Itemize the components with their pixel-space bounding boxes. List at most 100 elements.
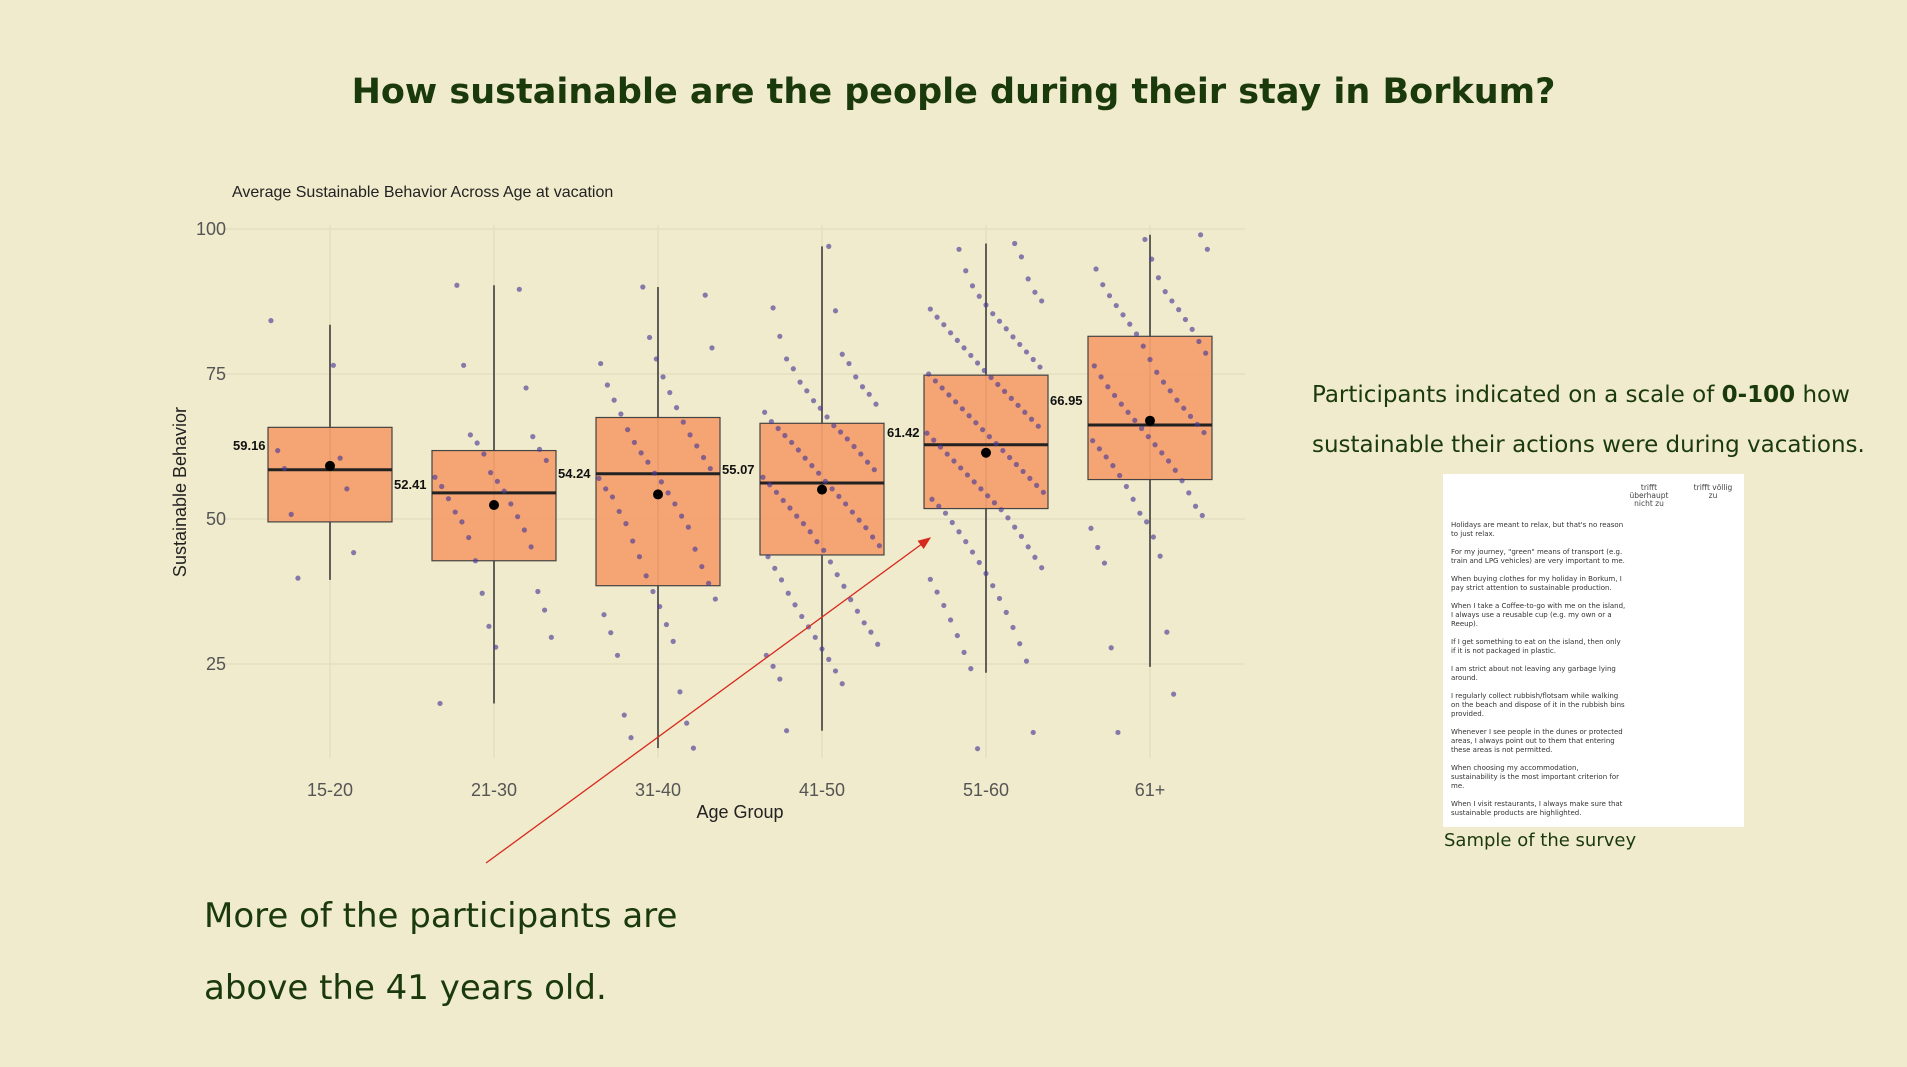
- data-point: [638, 450, 644, 456]
- data-point: [1160, 379, 1167, 385]
- data-point: [684, 720, 690, 726]
- data-point: [660, 374, 666, 380]
- data-point: [990, 311, 996, 317]
- data-point: [1023, 349, 1030, 355]
- data-point: [646, 334, 653, 341]
- data-point: [964, 472, 971, 478]
- survey-item: I regularly collect rubbish/flotsam whil…: [1451, 692, 1625, 718]
- data-point: [804, 388, 810, 394]
- data-point: [1093, 266, 1099, 272]
- data-point: [974, 360, 981, 366]
- data-point: [969, 283, 976, 289]
- mean-value-label: 54.24: [558, 466, 591, 481]
- data-point: [1023, 658, 1030, 664]
- data-point: [1167, 388, 1173, 394]
- data-point: [1189, 326, 1195, 332]
- y-tick-label: 50: [206, 509, 226, 529]
- data-point: [1159, 450, 1165, 456]
- data-point: [1125, 409, 1131, 415]
- data-point: [947, 330, 954, 336]
- data-point: [1198, 232, 1204, 238]
- survey-col-header-agree: trifft völlig zu: [1693, 483, 1733, 500]
- annotation-arrow: [485, 537, 932, 864]
- data-point: [1095, 544, 1101, 551]
- y-axis-label: Sustainable Behavior: [170, 407, 190, 577]
- data-point: [1035, 423, 1041, 429]
- data-point: [665, 490, 671, 496]
- mean-marker: [653, 489, 663, 500]
- data-point: [927, 306, 933, 312]
- data-point: [344, 486, 350, 492]
- mean-value-label: 59.16: [233, 438, 266, 453]
- data-point: [990, 583, 996, 589]
- data-point: [1186, 490, 1192, 496]
- data-point: [598, 360, 604, 367]
- data-point: [596, 475, 602, 481]
- data-point: [853, 374, 859, 380]
- data-point: [832, 308, 839, 314]
- data-point: [778, 577, 785, 583]
- data-point: [985, 493, 991, 499]
- x-tick-label: 15-20: [307, 780, 353, 800]
- data-point: [1025, 276, 1031, 282]
- data-point: [528, 544, 534, 550]
- data-point: [515, 514, 521, 520]
- data-point: [837, 429, 844, 435]
- data-point: [870, 534, 876, 540]
- data-point: [809, 463, 815, 469]
- mean-marker: [1145, 415, 1155, 426]
- data-point: [536, 446, 543, 452]
- data-point: [466, 534, 472, 541]
- data-point: [978, 486, 984, 492]
- data-point: [934, 314, 940, 320]
- data-point: [640, 284, 646, 290]
- data-point: [1039, 565, 1045, 571]
- data-point: [1181, 405, 1187, 411]
- data-point: [1101, 560, 1108, 566]
- data-point: [996, 595, 1003, 602]
- data-point: [700, 454, 707, 461]
- data-point: [481, 451, 487, 457]
- data-point: [530, 434, 536, 440]
- data-point: [976, 293, 982, 299]
- data-point: [876, 543, 882, 549]
- data-point: [1196, 338, 1202, 345]
- data-point: [461, 362, 467, 368]
- data-point: [931, 437, 937, 443]
- data-point: [956, 529, 962, 535]
- data-point: [1192, 503, 1199, 509]
- data-point: [822, 478, 828, 484]
- data-point: [1018, 533, 1025, 540]
- data-point: [1103, 454, 1109, 460]
- data-point: [785, 590, 791, 596]
- data-point: [1032, 289, 1038, 295]
- data-point: [1010, 624, 1016, 631]
- data-point: [1171, 691, 1177, 697]
- data-point: [1040, 489, 1046, 495]
- data-point: [601, 612, 607, 618]
- data-point: [958, 465, 964, 471]
- data-point: [789, 439, 795, 446]
- data-point: [851, 443, 857, 450]
- data-point: [432, 474, 438, 480]
- data-point: [508, 501, 514, 507]
- data-point: [843, 501, 849, 507]
- mean-value-label: 55.07: [722, 462, 755, 477]
- data-point: [680, 419, 686, 425]
- data-point: [969, 549, 976, 555]
- data-point: [685, 524, 691, 530]
- data-point: [765, 554, 771, 560]
- data-point: [1105, 384, 1111, 390]
- scale-note-bold: 0-100: [1721, 382, 1796, 408]
- data-point: [479, 590, 485, 596]
- data-point: [494, 478, 500, 484]
- x-tick-label: 41-50: [799, 780, 845, 800]
- data-point: [351, 550, 357, 556]
- data-point: [702, 292, 708, 298]
- data-point: [924, 430, 930, 436]
- data-point: [673, 405, 680, 411]
- data-point: [337, 455, 343, 461]
- data-point: [783, 728, 790, 734]
- data-point: [1155, 275, 1162, 281]
- data-point: [974, 746, 981, 752]
